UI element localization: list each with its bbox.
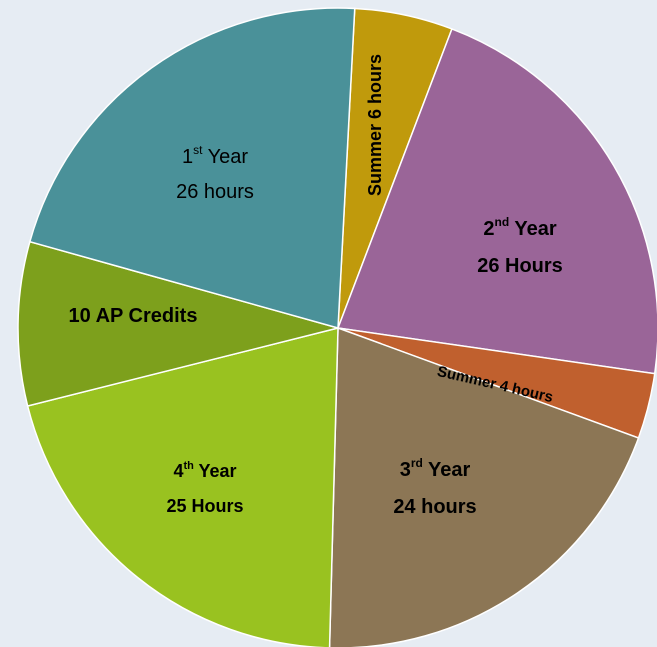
slice-label: 24 hours [393, 496, 476, 518]
slice-label: 25 Hours [166, 496, 243, 516]
label-run: 10 AP Credits [69, 305, 198, 327]
slice-label: 2nd Year [483, 215, 556, 240]
label-run: 3 [400, 459, 411, 481]
pie-slice [17, 240, 341, 407]
slice-label: 1st Year [182, 143, 248, 168]
label-run: Summer 6 hours [365, 54, 385, 196]
slice-label: Summer 6 hours [365, 54, 385, 196]
label-run: 2 [483, 218, 494, 240]
label-run: st [193, 143, 203, 157]
slice-label: 4th Year [173, 460, 236, 481]
label-run: Year [509, 218, 557, 240]
label-run: Year [194, 461, 237, 481]
slice-label: 26 Hours [477, 255, 563, 277]
label-run: 24 hours [393, 496, 476, 518]
pie-slice [26, 327, 339, 647]
label-run: 26 Hours [477, 255, 563, 277]
label-run: 4 [173, 461, 183, 481]
label-run: nd [494, 215, 509, 229]
label-run: 1 [182, 146, 193, 168]
label-run: rd [411, 456, 423, 470]
label-run: th [183, 460, 194, 472]
label-run: Year [202, 146, 248, 168]
pie-slice [336, 27, 657, 375]
label-run: 26 hours [176, 181, 254, 203]
label-run: 25 Hours [166, 496, 243, 516]
slice-label: 26 hours [176, 181, 254, 203]
label-run: Year [423, 459, 471, 481]
slice-label: 3rd Year [400, 456, 471, 481]
slice-label: 10 AP Credits [69, 305, 198, 327]
pie-slice [28, 7, 356, 329]
pie-slice [328, 326, 640, 647]
